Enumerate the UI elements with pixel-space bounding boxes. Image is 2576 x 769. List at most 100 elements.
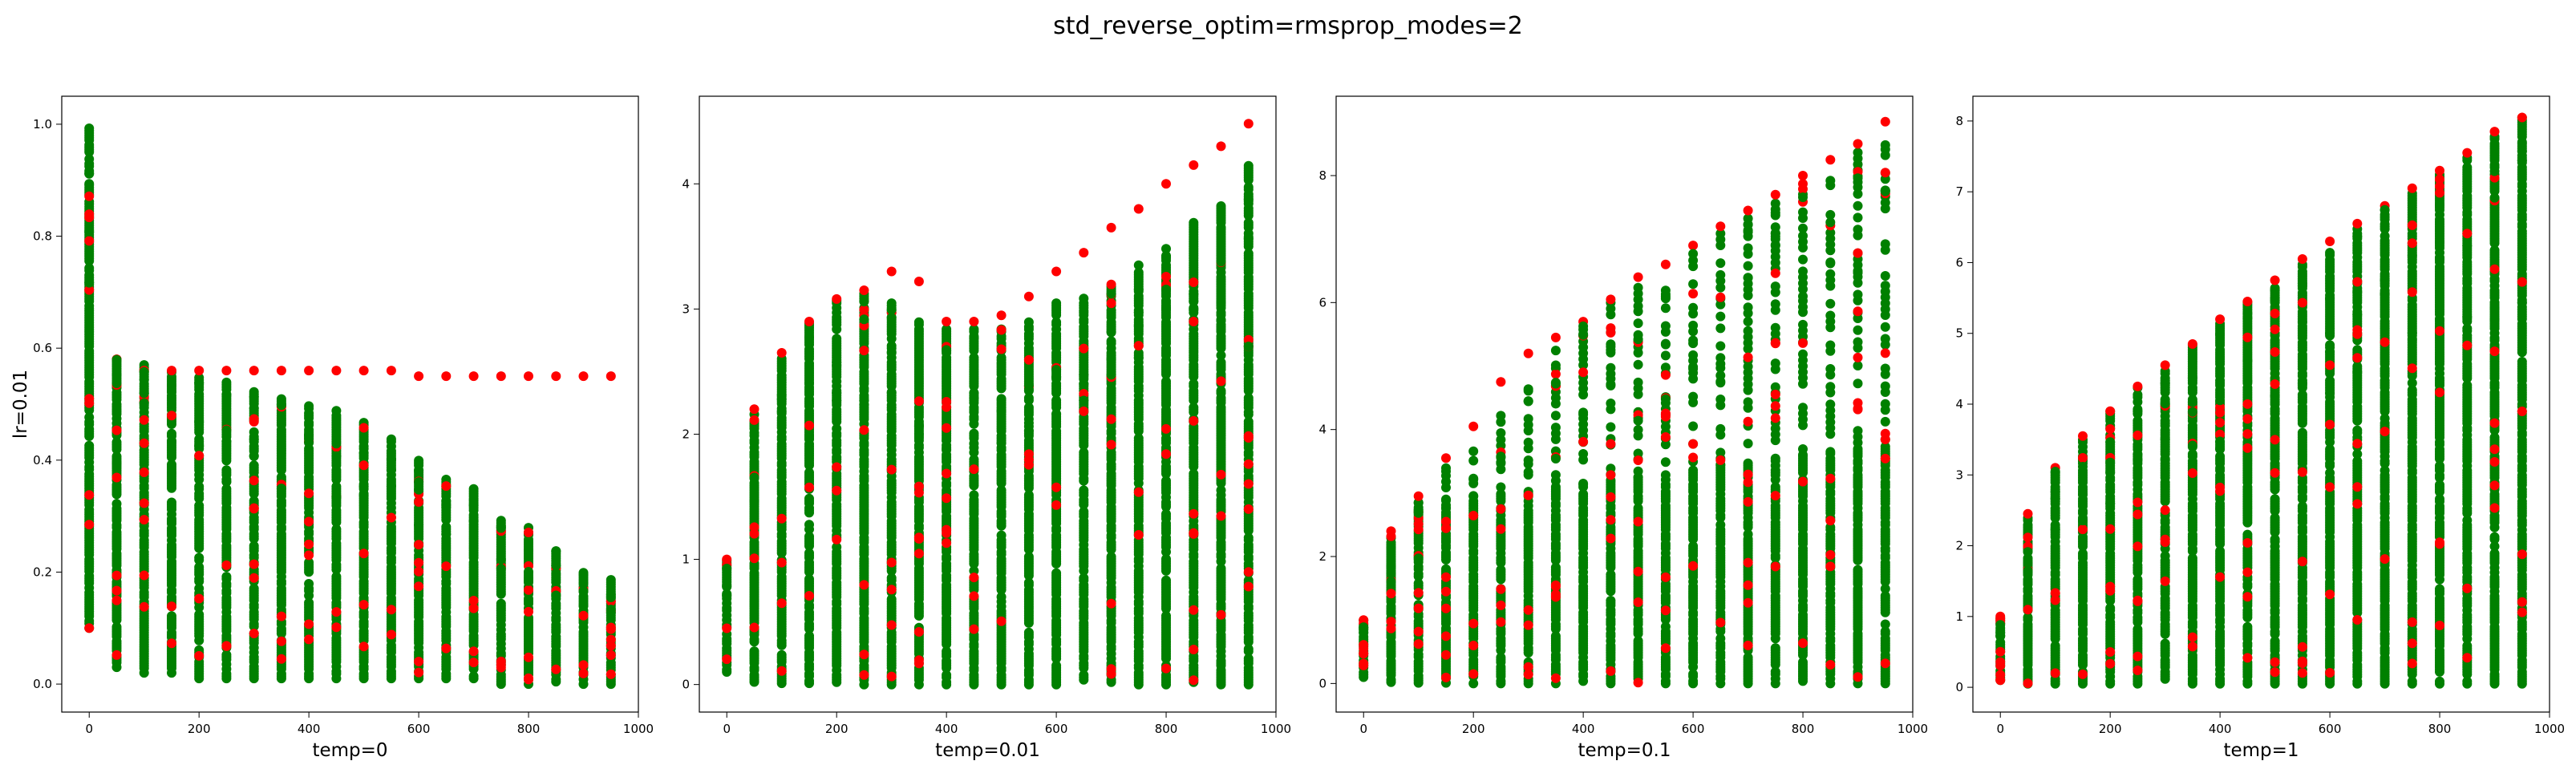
- data-point-red: [468, 371, 479, 382]
- data-point-green: [1106, 327, 1116, 338]
- data-point-green: [221, 476, 232, 487]
- data-point-red: [414, 557, 424, 568]
- data-point-green: [1051, 298, 1062, 309]
- data-point-green: [913, 317, 924, 327]
- x-tick-label: 800: [1155, 722, 1178, 736]
- data-point-green: [1189, 217, 1199, 228]
- data-point-red: [1243, 459, 1254, 469]
- data-point-red: [1106, 669, 1116, 679]
- data-point-red: [832, 534, 842, 544]
- data-point-red: [386, 605, 396, 615]
- data-point-red: [1441, 672, 1451, 682]
- data-point-green: [1189, 289, 1199, 299]
- data-point-red: [1216, 376, 1226, 387]
- data-point-green: [1079, 395, 1089, 406]
- data-point-red: [249, 629, 259, 638]
- data-point-green: [331, 451, 342, 461]
- y-tick-label: 3: [682, 302, 690, 316]
- data-point-green: [1079, 306, 1089, 316]
- data-point-green: [969, 439, 979, 449]
- data-point-red: [776, 557, 787, 568]
- scatter-points: [722, 119, 1254, 690]
- data-point-red: [249, 559, 259, 569]
- data-point-red: [1079, 406, 1089, 416]
- data-point-red: [606, 624, 616, 634]
- data-point-red: [996, 344, 1007, 354]
- data-point-red: [969, 464, 979, 475]
- data-point-green: [84, 277, 95, 288]
- data-point-green: [496, 521, 506, 532]
- data-point-green: [386, 434, 396, 444]
- data-point-green: [859, 399, 869, 410]
- data-point-green: [331, 492, 342, 503]
- data-point-red: [84, 236, 95, 246]
- data-point-red: [1243, 581, 1254, 592]
- data-point-green: [331, 439, 342, 449]
- data-point-green: [1133, 307, 1144, 318]
- data-point-green: [1133, 260, 1144, 270]
- data-point-red: [304, 550, 314, 561]
- data-point-green: [1106, 289, 1116, 299]
- data-point-red: [111, 650, 122, 660]
- data-point-red: [414, 371, 424, 382]
- data-point-red: [942, 423, 952, 433]
- data-point-green: [167, 497, 176, 508]
- data-point-green: [468, 516, 479, 527]
- data-point-red: [886, 464, 897, 475]
- data-point-red: [84, 285, 95, 295]
- data-point-green: [194, 562, 205, 573]
- data-point-green: [167, 611, 176, 621]
- data-point-green: [969, 428, 979, 439]
- data-point-red: [249, 504, 259, 514]
- data-point-green: [304, 579, 314, 589]
- data-point-red: [942, 538, 952, 548]
- data-point-red: [1413, 519, 1424, 529]
- data-point-red: [913, 655, 924, 666]
- data-point-red: [111, 570, 122, 581]
- data-point-red: [1051, 266, 1062, 277]
- data-point-red: [606, 669, 616, 679]
- data-point-red: [358, 600, 369, 610]
- data-point-green: [1413, 506, 1424, 516]
- x-tick-label: 0: [85, 722, 93, 736]
- data-point-green: [1243, 194, 1254, 204]
- data-point-green: [194, 583, 205, 593]
- data-point-red: [468, 646, 479, 657]
- data-point-green: [111, 499, 122, 509]
- data-point-red: [358, 548, 369, 559]
- data-point-red: [969, 591, 979, 601]
- y-tick-label: 0: [682, 678, 690, 692]
- data-point-red: [1441, 586, 1451, 597]
- data-point-green: [468, 500, 479, 510]
- data-point-red: [194, 593, 205, 604]
- data-point-red: [139, 515, 149, 525]
- data-point-red: [913, 396, 924, 407]
- data-point-red: [1189, 605, 1199, 615]
- data-point-green: [194, 481, 205, 492]
- x-tick-label: 1000: [1261, 722, 1291, 736]
- data-point-red: [441, 371, 452, 382]
- data-point-red: [1441, 572, 1451, 582]
- data-point-green: [111, 378, 122, 388]
- data-point-green: [139, 398, 149, 408]
- data-point-green: [221, 436, 232, 447]
- data-point-red: [468, 658, 479, 668]
- data-point-red: [1413, 491, 1424, 501]
- data-point-red: [804, 317, 814, 326]
- data-point-green: [1161, 575, 1171, 585]
- data-point-green: [942, 435, 952, 446]
- data-point-green: [194, 434, 205, 444]
- data-point-green: [496, 598, 506, 609]
- data-point-green: [1023, 627, 1034, 637]
- data-point-green: [886, 346, 897, 357]
- data-point-red: [1243, 567, 1254, 577]
- subplots: 0 200 400 600 800 10000.00.20.40.60.81.0temp=…: [10, 95, 2565, 761]
- data-point-red: [969, 573, 979, 583]
- data-point-red: [139, 438, 149, 448]
- data-point-red: [1413, 639, 1424, 650]
- data-point-green: [331, 406, 342, 416]
- data-point-green: [776, 407, 787, 417]
- data-point-green: [194, 500, 205, 511]
- data-point-red: [1161, 449, 1171, 459]
